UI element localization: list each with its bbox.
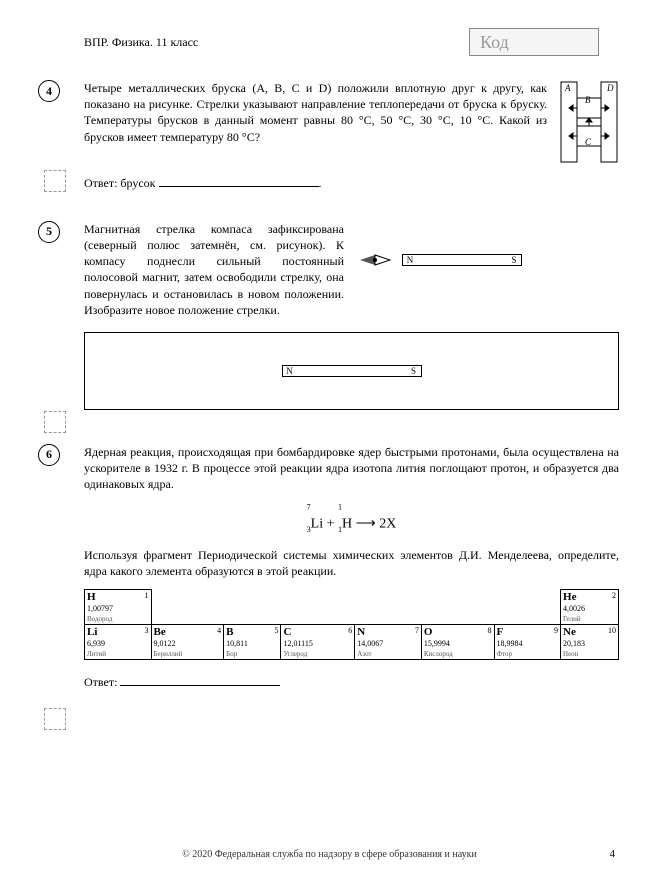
el-num: 2 xyxy=(612,591,616,600)
element-cell: 7N14,0067Азот xyxy=(355,625,422,660)
magnet-n-2: N xyxy=(283,366,297,376)
eq-plus: + xyxy=(323,517,338,532)
q4-answer-label: Ответ: брусок xyxy=(84,176,156,190)
q4-text: Четыре металлических бруска (A, B, C и D… xyxy=(84,80,619,145)
el-mass: 4,0026 xyxy=(563,604,585,613)
element-cell: 5B10,811Бор xyxy=(224,625,281,660)
page-number: 4 xyxy=(610,848,616,860)
element-cell: 4Be9,0122Бериллий xyxy=(151,625,224,660)
el-mass: 1,00797 xyxy=(87,604,113,613)
compass-icon xyxy=(356,245,394,275)
footer-copyright: © 2020 Федеральная служба по надзору в с… xyxy=(0,849,659,860)
question-6: 6 Ядерная реакция, происходящая при бомб… xyxy=(0,444,659,691)
q6-checkbox[interactable] xyxy=(44,708,66,730)
q6-answer-label: Ответ: xyxy=(84,675,117,689)
element-cell: 9F18,9984Фтор xyxy=(494,625,561,660)
el-name: Водород xyxy=(87,615,112,623)
q6-text2: Используя фрагмент Периодической системы… xyxy=(84,547,619,579)
q4-checkbox[interactable] xyxy=(44,170,66,192)
element-cell: 2 He 4,0026 Гелий xyxy=(561,590,619,625)
eq-li: Li xyxy=(311,517,323,532)
el-sym: H xyxy=(87,591,96,603)
empty-cell xyxy=(151,590,561,625)
q6-equation: 7 3 Li + 1 1 H ⟶ 2X xyxy=(84,506,619,533)
magnet-n: N xyxy=(403,255,417,265)
magnet-s: S xyxy=(507,255,521,265)
svg-text:B: B xyxy=(585,95,591,105)
el-sym: He xyxy=(563,591,576,603)
svg-text:C: C xyxy=(585,137,592,147)
svg-text:A: A xyxy=(564,83,571,93)
element-cell: 1 H 1,00797 Водород xyxy=(85,590,152,625)
el-num: 1 xyxy=(145,591,149,600)
q5-figure: N S xyxy=(356,245,619,275)
q6-number: 6 xyxy=(38,444,60,466)
magnet-bar: N S xyxy=(402,254,522,266)
q6-answer-field[interactable] xyxy=(120,674,280,686)
q4-answer-field[interactable] xyxy=(159,175,319,187)
q4-answer: Ответ: брусок . xyxy=(84,175,619,191)
magnet-s-2: S xyxy=(407,366,421,376)
table-row: 3Li6,939Литий4Be9,0122Бериллий5B10,811Бо… xyxy=(85,625,619,660)
element-cell: 3Li6,939Литий xyxy=(85,625,152,660)
q6-text1: Ядерная реакция, происходящая при бомбар… xyxy=(84,444,619,493)
eq-h: H xyxy=(342,517,352,532)
table-row: 1 H 1,00797 Водород 2 He 4,0026 Гелий xyxy=(85,590,619,625)
q4-number: 4 xyxy=(38,80,60,102)
eq-li-top: 7 xyxy=(307,503,311,512)
element-cell: 8O15,9994Кислород xyxy=(421,625,494,660)
q5-text: Магнитная стрелка компаса зафиксирована … xyxy=(84,221,344,318)
bricks-diagram: A D B C xyxy=(559,80,619,164)
q5-answer-frame[interactable]: N S xyxy=(84,332,619,410)
q5-number: 5 xyxy=(38,221,60,243)
q5-checkbox[interactable] xyxy=(44,411,66,433)
q6-answer: Ответ: xyxy=(84,674,619,690)
question-5: 5 Магнитная стрелка компаса зафиксирован… xyxy=(0,221,659,410)
periodic-table: 1 H 1,00797 Водород 2 He 4,0026 Гелий 3L… xyxy=(84,589,619,660)
element-cell: 10Ne20,183Неон xyxy=(561,625,619,660)
header-label: ВПР. Физика. 11 класс xyxy=(84,35,198,50)
element-cell: 6C12,01115Углерод xyxy=(281,625,355,660)
el-name: Гелий xyxy=(563,615,581,623)
magnet-bar-answer: N S xyxy=(282,365,422,377)
eq-result: 2X xyxy=(379,517,396,532)
svg-text:D: D xyxy=(606,83,614,93)
header: ВПР. Физика. 11 класс Код xyxy=(0,0,659,56)
question-4: 4 Четыре металлических бруска (A, B, C и… xyxy=(0,80,659,191)
eq-h-top: 1 xyxy=(338,503,342,512)
eq-arrow: ⟶ xyxy=(352,517,379,532)
code-input[interactable]: Код xyxy=(469,28,599,56)
